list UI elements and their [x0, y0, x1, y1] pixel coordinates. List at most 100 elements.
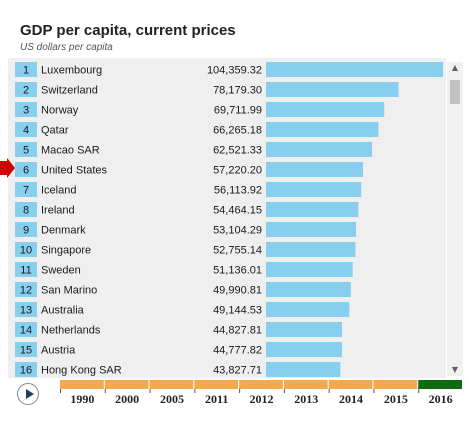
bar [266, 362, 341, 377]
rank-badge [15, 202, 37, 217]
rank-badge [15, 142, 37, 157]
bar [266, 302, 350, 317]
bar [266, 162, 364, 177]
timeline-year-label[interactable]: 2011 [205, 392, 228, 406]
timeline-year-label[interactable]: 2013 [294, 392, 318, 406]
country-label: Ireland [41, 205, 75, 217]
timeline-year-label[interactable]: 2005 [160, 392, 184, 406]
rank-label: 15 [20, 345, 32, 357]
bar [266, 182, 362, 197]
rank-badge [15, 342, 37, 357]
rank-badge [15, 82, 37, 97]
country-label: Denmark [41, 225, 86, 237]
country-label: Australia [41, 305, 85, 317]
value-label: 57,220.20 [213, 165, 262, 177]
value-label: 43,827.71 [213, 365, 262, 377]
bar [266, 202, 359, 217]
timeline-year-label[interactable]: 1990 [70, 392, 94, 406]
year-timeline[interactable]: 1990 2000 2005 2011 2012 2013 2014 2015 2016 [60, 376, 464, 406]
bar [266, 242, 356, 257]
country-label: Norway [41, 105, 79, 117]
rank-badge [15, 242, 37, 257]
country-label: Singapore [41, 245, 91, 257]
country-label: Sweden [41, 265, 81, 277]
bar [266, 322, 343, 337]
timeline-year-label[interactable]: 2015 [384, 392, 408, 406]
bar [266, 82, 399, 97]
rank-label: 13 [20, 305, 32, 317]
timeline-segment[interactable] [283, 380, 328, 389]
timeline-segment[interactable] [194, 380, 239, 389]
rank-label: 6 [23, 165, 29, 177]
value-label: 44,777.82 [213, 345, 262, 357]
rank-badge [15, 302, 37, 317]
country-label: Hong Kong SAR [41, 365, 122, 377]
bar [266, 122, 379, 137]
timeline-year-label[interactable]: 2016 [429, 392, 453, 406]
rank-badge [15, 282, 37, 297]
bar [266, 222, 357, 237]
timeline-segment[interactable] [239, 380, 283, 389]
triangle-up-icon[interactable]: ▲ [451, 63, 459, 72]
bar [266, 282, 351, 297]
timeline-year-label[interactable]: 2012 [250, 392, 274, 406]
play-button[interactable] [17, 383, 39, 405]
value-label: 56,113.92 [214, 185, 262, 197]
value-label: 54,464.15 [213, 205, 262, 217]
timeline-segment[interactable] [373, 380, 418, 389]
value-label: 44,827.81 [213, 325, 262, 337]
rank-badge [15, 122, 37, 137]
rank-label: 8 [23, 205, 29, 217]
rank-badge [15, 322, 37, 337]
bar [266, 62, 443, 77]
bar [266, 342, 342, 357]
triangle-down-icon[interactable]: ▼ [451, 365, 459, 374]
timeline-segment[interactable] [104, 380, 149, 389]
bar [266, 102, 385, 117]
value-label: 49,144.53 [213, 305, 262, 317]
rank-label: 12 [20, 285, 32, 297]
bar-chart: 1 Luxembourg 104,359.32 2 Switzerland 78,179.… [15, 62, 443, 377]
value-label: 69,711.99 [214, 105, 262, 117]
rank-badge [15, 262, 37, 277]
rank-badge [15, 102, 37, 117]
timeline-segment[interactable] [328, 380, 373, 389]
value-label: 51,136.01 [213, 265, 262, 277]
rank-badge [15, 162, 37, 177]
country-label: United States [41, 165, 108, 177]
rank-label: 3 [23, 105, 29, 117]
timeline-segment[interactable] [60, 380, 104, 389]
country-label: Netherlands [41, 325, 101, 337]
rank-label: 4 [23, 125, 29, 137]
scroll-thumb[interactable] [450, 80, 460, 104]
value-label: 104,359.32 [207, 65, 262, 77]
value-label: 78,179.30 [213, 85, 262, 97]
value-label: 49,990.81 [213, 285, 262, 297]
timeline-year-label[interactable]: 2000 [115, 392, 139, 406]
rank-label: 9 [23, 225, 29, 237]
chart-title: GDP per capita, current prices [20, 22, 236, 39]
rank-label: 10 [20, 245, 32, 257]
country-label: Switzerland [41, 85, 98, 97]
bar [266, 142, 373, 157]
play-icon [26, 389, 34, 399]
timeline-segment[interactable] [149, 380, 194, 389]
rank-label: 7 [23, 185, 29, 197]
rank-label: 2 [23, 85, 29, 97]
country-label: Iceland [41, 185, 76, 197]
rank-badge [15, 62, 37, 77]
bar [266, 262, 353, 277]
timeline-year-label[interactable]: 2014 [339, 392, 363, 406]
country-label: Austria [41, 345, 76, 357]
country-label: San Marino [41, 285, 97, 297]
timeline-segment[interactable] [418, 380, 462, 389]
value-label: 62,521.33 [213, 145, 262, 157]
red-arrow-right-icon [0, 158, 15, 178]
scrollbar[interactable]: ▲ ▼ [447, 62, 463, 376]
rank-label: 16 [20, 365, 32, 377]
value-label: 52,755.14 [213, 245, 262, 257]
rank-label: 11 [20, 265, 31, 277]
country-label: Luxembourg [41, 65, 102, 77]
value-label: 53,104.29 [213, 225, 262, 237]
chart-subtitle: US dollars per capita [20, 42, 113, 53]
